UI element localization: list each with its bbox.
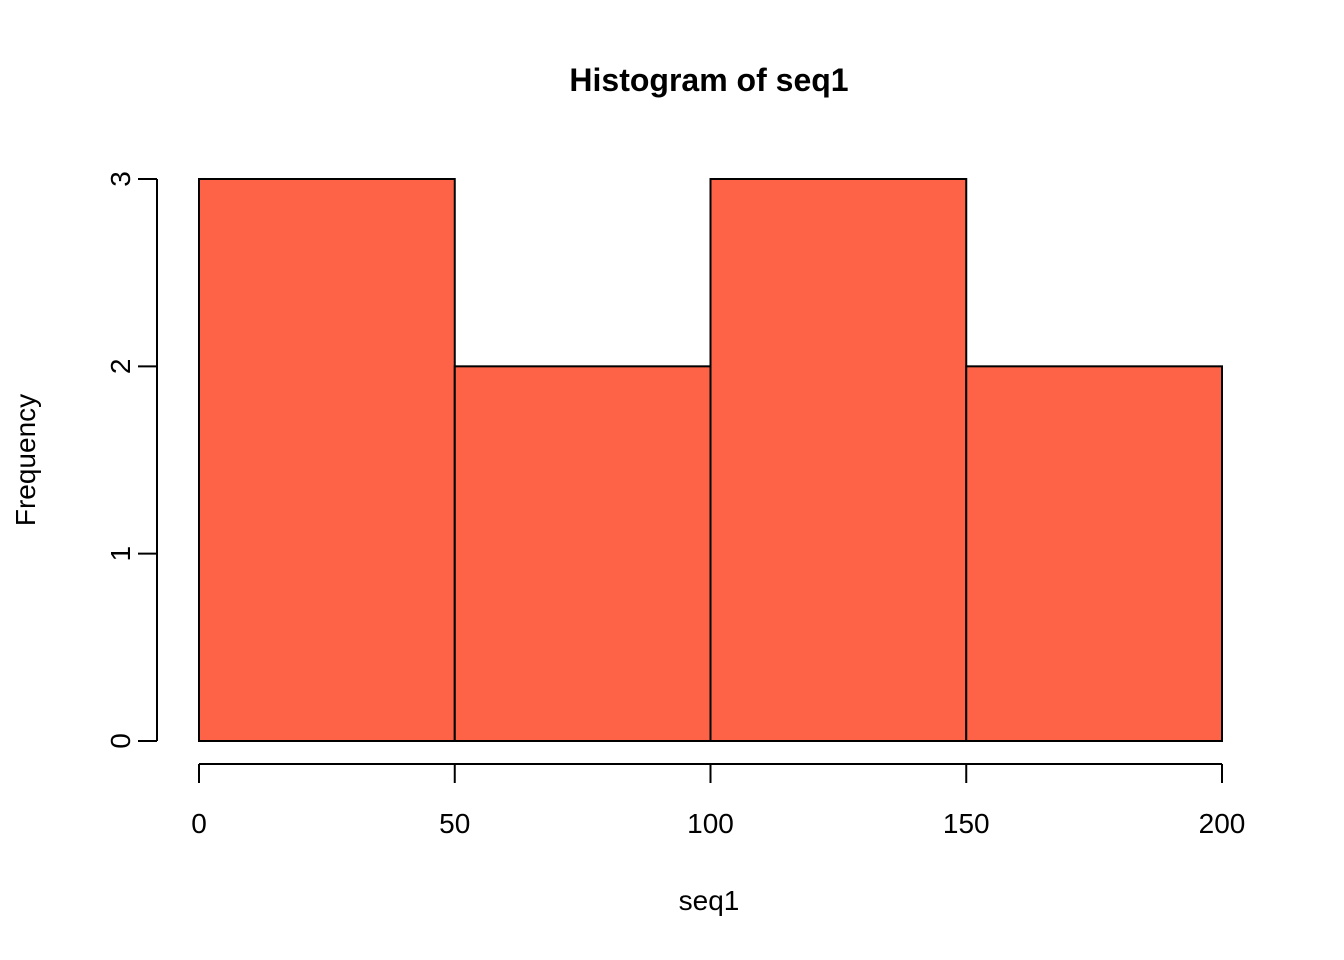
x-tick-label: 100 (687, 808, 734, 839)
histogram-bar-0 (198, 178, 456, 742)
y-tick-label: 0 (105, 733, 136, 749)
bars-group (198, 178, 1223, 742)
histogram-bar-2 (709, 178, 968, 742)
x-axis-label: seq1 (679, 885, 740, 916)
y-tick-label: 2 (105, 359, 136, 375)
histogram-bar-1 (453, 365, 712, 742)
x-tick-label: 150 (943, 808, 990, 839)
y-axis-label: Frequency (10, 394, 41, 526)
y-tick-label: 1 (105, 546, 136, 562)
histogram-bar-3 (965, 365, 1223, 742)
y-tick-label: 3 (105, 171, 136, 187)
x-axis: 0 50 100 150 200 (191, 763, 1246, 839)
x-tick-label: 200 (1199, 808, 1246, 839)
x-tick-label: 50 (439, 808, 470, 839)
x-tick-label: 0 (191, 808, 207, 839)
y-axis: 0 1 2 3 (105, 171, 158, 749)
chart-title: Histogram of seq1 (569, 62, 848, 98)
